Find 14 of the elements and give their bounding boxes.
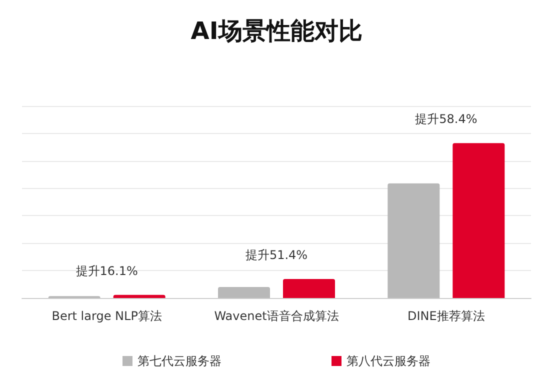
legend-label: 第八代云服务器 bbox=[346, 354, 430, 368]
x-tick-label: Bert large NLP算法 bbox=[52, 309, 162, 323]
bar bbox=[388, 183, 440, 298]
annotation: 提升16.1% bbox=[76, 264, 138, 278]
bar bbox=[218, 287, 270, 298]
legend-label: 第七代云服务器 bbox=[138, 354, 222, 368]
bar bbox=[452, 143, 505, 298]
chart-title: AI场景性能对比 bbox=[190, 17, 362, 45]
bar bbox=[283, 278, 335, 298]
annotation: 提升51.4% bbox=[245, 248, 308, 262]
bar bbox=[113, 294, 166, 298]
text: 提升58.4% bbox=[415, 112, 478, 126]
x-tick-label: DINE推荐算法 bbox=[407, 309, 485, 323]
x-tick-label: Wavenet语音合成算法 bbox=[214, 309, 339, 323]
